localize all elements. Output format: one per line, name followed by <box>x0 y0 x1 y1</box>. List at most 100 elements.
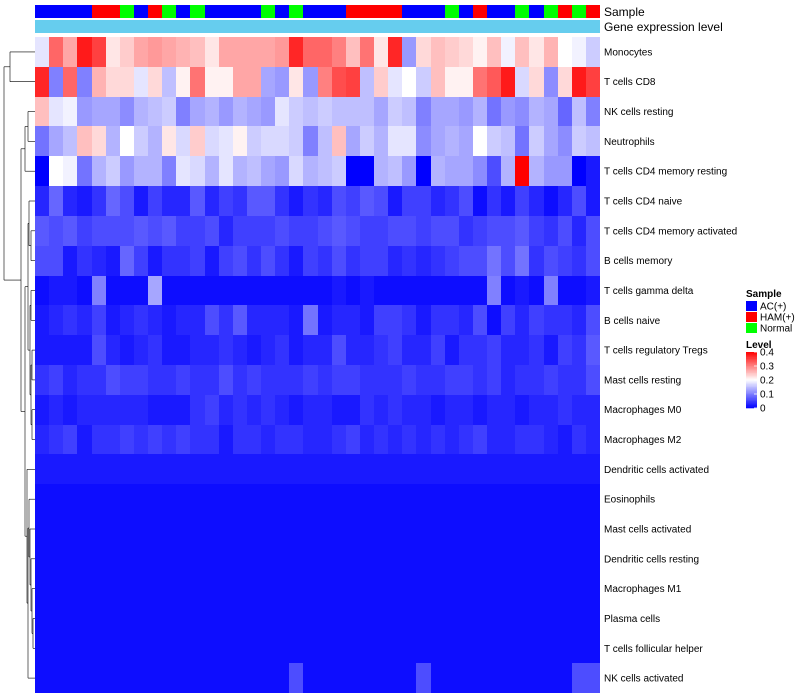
sample-annotation-cell <box>148 5 162 18</box>
heatmap-cell <box>529 186 544 216</box>
colorbar-segment <box>746 385 757 388</box>
heatmap-cell <box>35 335 49 365</box>
heatmap-cell <box>416 633 431 663</box>
heatmap-cell <box>318 305 332 335</box>
heatmap-cell <box>233 663 247 693</box>
heatmap-cell <box>148 305 162 335</box>
heatmap-cell <box>120 305 134 335</box>
heatmap-cell <box>275 604 289 633</box>
heatmap-cell <box>106 335 120 365</box>
heatmap-cell <box>35 574 49 604</box>
heatmap-cell <box>77 156 92 186</box>
heatmap-cell <box>106 574 120 604</box>
heatmap-cell <box>247 335 261 365</box>
heatmap-cell <box>49 663 63 693</box>
heatmap-cell <box>544 395 558 425</box>
heatmap-cell <box>275 454 289 484</box>
heatmap-cell <box>586 246 600 276</box>
heatmap-cell <box>233 305 247 335</box>
heatmap-cell <box>318 37 332 67</box>
heatmap-cell <box>190 484 205 514</box>
heatmap-cell <box>162 216 176 246</box>
heatmap-cell <box>77 97 92 126</box>
heatmap-cell <box>318 633 332 663</box>
heatmap-cell <box>205 604 219 633</box>
heatmap-cell <box>332 186 346 216</box>
heatmap-cell <box>219 305 233 335</box>
heatmap-cell <box>416 574 431 604</box>
heatmap-cell <box>346 126 360 156</box>
heatmap-cell <box>303 67 318 97</box>
colorbar-segment <box>746 398 757 400</box>
heatmap-cell <box>275 514 289 544</box>
heatmap-cell <box>332 67 346 97</box>
heatmap-cell <box>289 37 303 67</box>
row-label: Mast cells resting <box>604 375 681 386</box>
heatmap-cell <box>148 514 162 544</box>
heatmap-cell <box>35 126 49 156</box>
heatmap-cell <box>233 425 247 454</box>
heatmap-cell <box>275 484 289 514</box>
legend-sample-label: Normal <box>760 324 792 335</box>
heatmap-cell <box>445 633 459 663</box>
heatmap-cell <box>388 276 402 305</box>
heatmap-cell <box>148 633 162 663</box>
heatmap-cell <box>515 514 529 544</box>
heatmap-cell <box>77 484 92 514</box>
heatmap-cell <box>487 67 501 97</box>
heatmap-cell <box>544 484 558 514</box>
heatmap-cell <box>49 365 63 395</box>
heatmap-cell <box>63 126 77 156</box>
heatmap-cell <box>445 663 459 693</box>
heatmap-cell <box>501 67 515 97</box>
heatmap-cell <box>346 544 360 574</box>
heatmap-cell <box>77 663 92 693</box>
heatmap-cell <box>529 37 544 67</box>
heatmap-cell <box>205 425 219 454</box>
heatmap-cell <box>275 335 289 365</box>
heatmap-cell <box>233 276 247 305</box>
heatmap-cell <box>515 425 529 454</box>
colorbar-segment <box>746 374 757 377</box>
row-label: NK cells activated <box>604 674 683 685</box>
heatmap-cell <box>120 633 134 663</box>
heatmap-cell <box>402 216 416 246</box>
heatmap-cell <box>501 425 515 454</box>
heatmap-cell <box>360 276 374 305</box>
heatmap-cell <box>572 276 586 305</box>
heatmap-cell <box>148 216 162 246</box>
heatmap-cell <box>134 67 148 97</box>
heatmap-cell <box>106 156 120 186</box>
heatmap-cell <box>388 186 402 216</box>
sample-annotation-cell <box>360 5 374 18</box>
colorbar-segment <box>746 401 757 403</box>
heatmap-cell <box>148 365 162 395</box>
heatmap-cell <box>572 97 586 126</box>
sample-annotation-cell <box>120 5 134 18</box>
row-label: Macrophages M2 <box>604 435 682 446</box>
heatmap-cell <box>176 514 190 544</box>
heatmap-cell <box>233 514 247 544</box>
heatmap-cell <box>346 156 360 186</box>
heatmap-cell <box>275 365 289 395</box>
heatmap-cell <box>402 365 416 395</box>
heatmap-cell <box>35 395 49 425</box>
heatmap-cell <box>106 276 120 305</box>
heatmap-cell <box>162 544 176 574</box>
heatmap-cell <box>360 216 374 246</box>
heatmap-cell <box>190 126 205 156</box>
heatmap-cell <box>77 425 92 454</box>
heatmap-cell <box>77 305 92 335</box>
heatmap-cell <box>148 126 162 156</box>
heatmap-cell <box>431 335 445 365</box>
heatmap-cell <box>374 663 388 693</box>
heatmap-cell <box>303 126 318 156</box>
row-label: Dendritic cells resting <box>604 554 699 565</box>
heatmap-cell <box>120 604 134 633</box>
heatmap-cell <box>586 126 600 156</box>
legend-level-ticks: 0.4 0.3 0.2 0.1 0 <box>754 348 774 415</box>
heatmap-cell <box>134 276 148 305</box>
row-label: T cells CD8 <box>604 77 656 88</box>
heatmap-cell <box>176 544 190 574</box>
